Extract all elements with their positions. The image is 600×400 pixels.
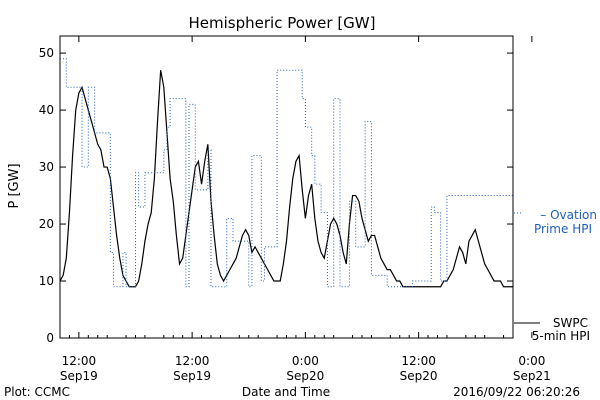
plot-timestamp: 2016/09/22 06:20:26: [453, 385, 580, 399]
y-tick-label: 40: [39, 103, 54, 117]
x-tick-date: Sep19: [173, 369, 211, 383]
x-tick-time: 12:00: [62, 354, 97, 368]
legend-swpc-line2: 5-min HPI: [532, 329, 590, 343]
x-tick-date: Sep20: [286, 369, 324, 383]
series-group: [59, 58, 513, 288]
x-tick-date: Sep21: [513, 369, 551, 383]
x-axis-ticks: 12:00Sep1912:00Sep190:00Sep2012:00Sep200…: [59, 36, 551, 383]
legend-swpc-line1: SWPC: [553, 316, 588, 330]
y-tick-label: 10: [39, 274, 54, 288]
x-tick-date: Sep19: [60, 369, 98, 383]
x-tick-time: 12:00: [401, 354, 436, 368]
x-tick-time: 0:00: [292, 354, 319, 368]
chart-title: Hemispheric Power [GW]: [189, 14, 376, 32]
legend: – Ovation Prime HPI SWPC 5-min HPI: [514, 208, 597, 343]
y-tick-label: 20: [39, 217, 54, 231]
legend-ovation-line2: Prime HPI: [534, 222, 592, 236]
plot-frame: [59, 35, 514, 339]
x-axis-label: Date and Time: [242, 385, 330, 399]
series-ovation-prime-line: [60, 58, 513, 288]
series-swpc-line: [59, 70, 513, 288]
legend-ovation-line1: – Ovation: [540, 208, 597, 222]
x-tick-time: 0:00: [518, 354, 545, 368]
plot-credit: Plot: CCMC: [4, 385, 70, 399]
x-tick-date: Sep20: [400, 369, 438, 383]
y-tick-label: 30: [39, 160, 54, 174]
y-axis-ticks: 0 10 20 30 40 50: [39, 46, 513, 345]
y-axis-label: P [GW]: [7, 163, 22, 208]
y-tick-label: 0: [46, 331, 54, 345]
x-tick-time: 12:00: [175, 354, 210, 368]
y-tick-label: 50: [39, 46, 54, 60]
